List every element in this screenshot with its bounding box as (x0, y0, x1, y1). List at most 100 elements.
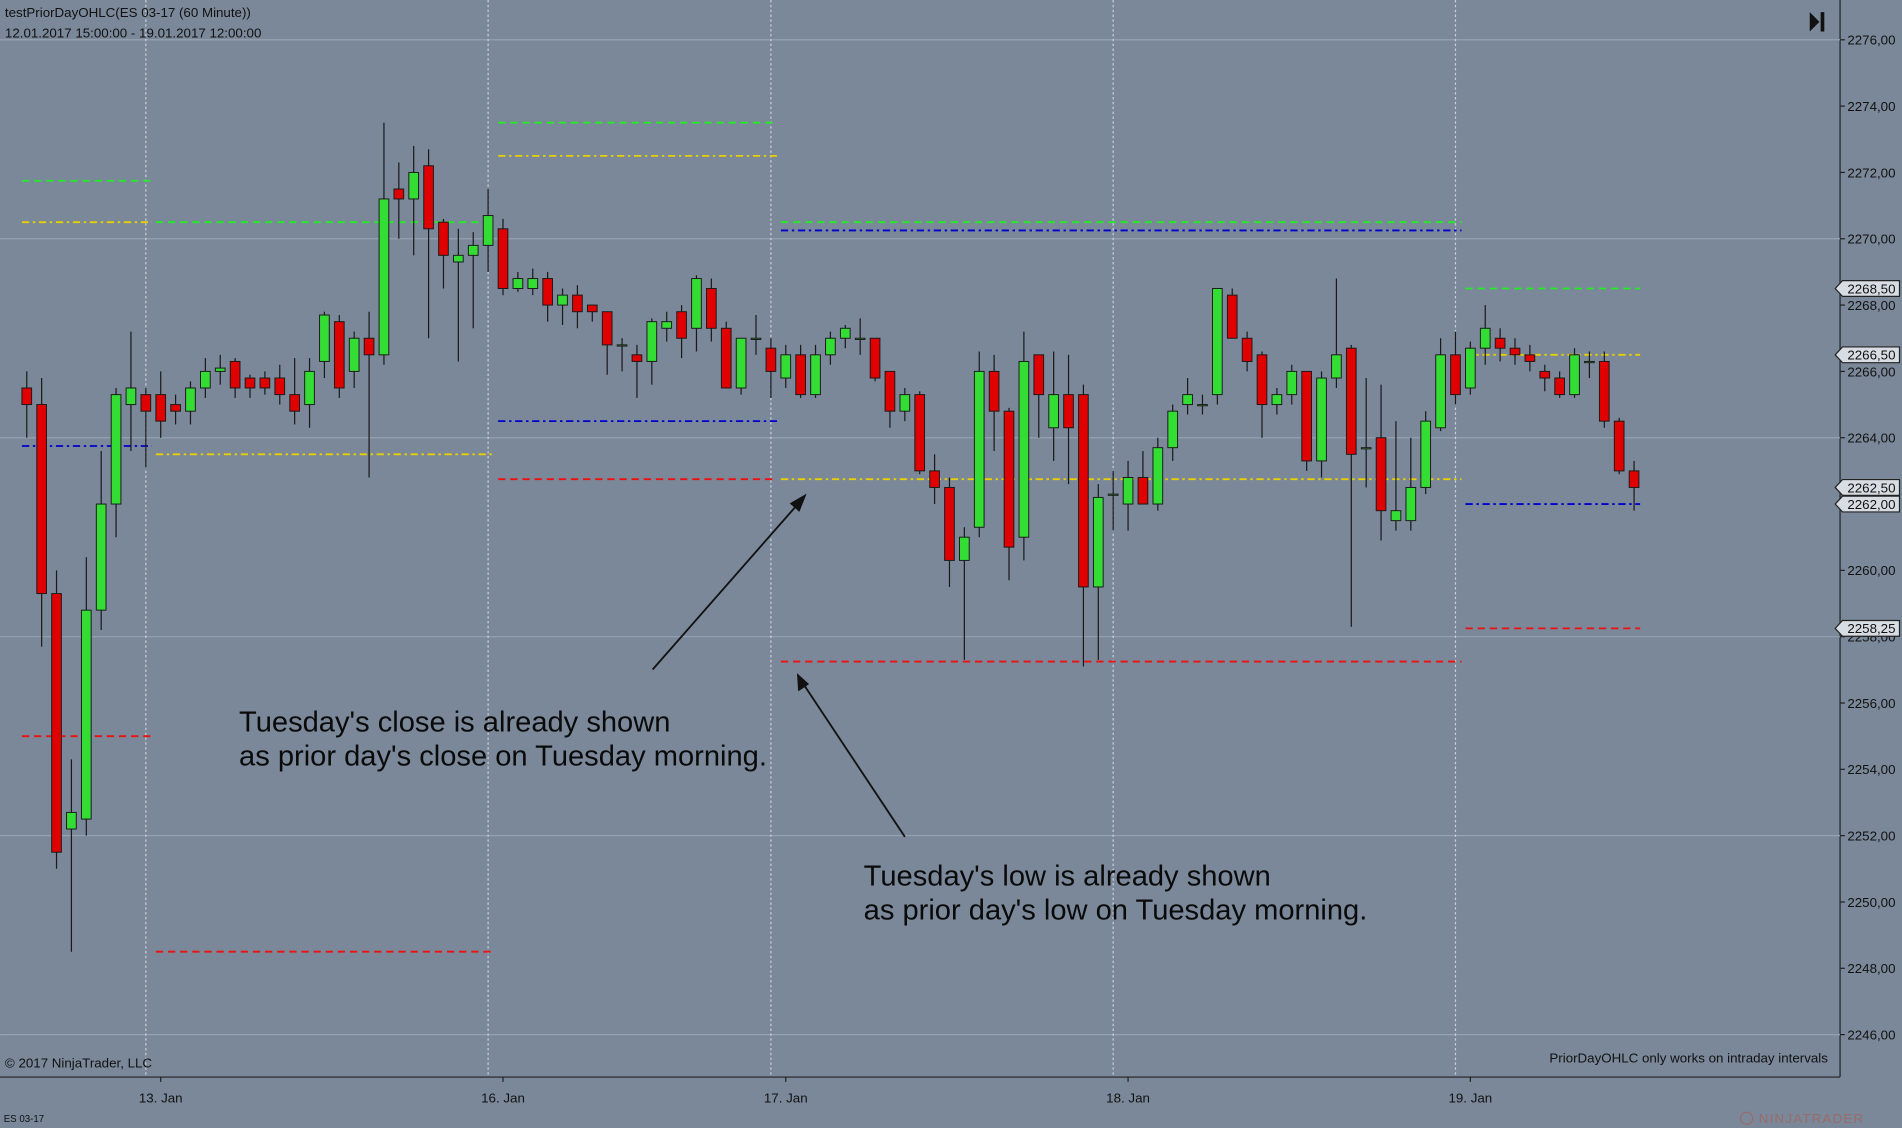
candle-body (1271, 394, 1283, 406)
logo: NINJATRADER (1759, 1111, 1865, 1126)
candle-body (765, 347, 777, 372)
candle-body (1524, 354, 1536, 362)
candle-body (1479, 327, 1491, 349)
candle-body (274, 377, 286, 396)
candle-body (899, 394, 911, 412)
candle-body (1256, 354, 1268, 406)
candle-body (616, 344, 628, 347)
x-tick-label: 18. Jan (1106, 1091, 1150, 1106)
candle-body (438, 221, 449, 256)
candle-body (601, 311, 613, 346)
candle-body (497, 228, 509, 289)
candle-body (1360, 447, 1372, 450)
candle-body (1092, 496, 1104, 588)
scroll-end-arrow[interactable] (1809, 12, 1820, 32)
candle-body (304, 370, 315, 406)
y-tick-label: 2254,00 (1847, 762, 1895, 777)
candle-body (1137, 477, 1149, 505)
candle-body (1003, 410, 1015, 548)
candle-body (780, 354, 792, 379)
candle-body (378, 198, 390, 356)
annotation: as prior day's close on Tuesday morning. (239, 740, 767, 772)
candle-body (944, 486, 955, 561)
candle-body (482, 215, 494, 246)
candle-body (244, 377, 256, 389)
candle-body (363, 337, 375, 356)
candle-body (1301, 370, 1312, 462)
candle-body (542, 278, 553, 306)
candle-body (1122, 477, 1134, 505)
candle-body (1375, 437, 1387, 512)
candle-body (1569, 354, 1580, 396)
candle-body (1286, 370, 1298, 396)
y-tick-label: 2250,00 (1847, 895, 1895, 910)
candle-body (706, 288, 717, 329)
y-tick-label: 2276,00 (1847, 33, 1895, 48)
candle-body (527, 278, 539, 289)
y-tick-label: 2256,00 (1847, 696, 1895, 711)
candle-body (348, 337, 360, 372)
candle-body (1598, 360, 1610, 422)
candle-body (453, 254, 464, 263)
candle-body (810, 354, 821, 396)
candle-body (1509, 347, 1521, 356)
candle-body (959, 536, 970, 561)
candle-body (1316, 377, 1327, 462)
candle-body (557, 294, 568, 306)
candle-body (110, 394, 122, 505)
candle-body (95, 503, 107, 611)
candle-body (1613, 420, 1625, 472)
candle-body (1420, 420, 1432, 488)
candle-body (66, 811, 77, 830)
candle-body (125, 387, 137, 406)
candle-body (988, 370, 1000, 412)
x-tick-label: 16. Jan (481, 1091, 525, 1106)
candle-body (750, 337, 762, 340)
candle-body (572, 294, 583, 313)
arrow (801, 681, 906, 838)
y-tick-label: 2252,00 (1847, 829, 1895, 844)
arrow-head (789, 493, 807, 512)
scroll-end-bar[interactable] (1820, 12, 1825, 32)
candle-body (1554, 377, 1565, 396)
candle-body (884, 370, 896, 412)
candle-body (691, 278, 702, 329)
candle-body (1018, 360, 1030, 538)
candle-body (36, 404, 47, 595)
candle-body (1584, 360, 1595, 364)
logo-icon (1739, 1111, 1754, 1125)
candle-body (51, 593, 62, 853)
candle-body (214, 367, 226, 372)
candle-body (1628, 470, 1640, 488)
candle-body (839, 327, 851, 339)
candle-body (1435, 354, 1446, 429)
y-tick-label: 2246,00 (1847, 1027, 1895, 1042)
annotation: Tuesday's close is already shown (239, 706, 670, 738)
candle-body (1063, 394, 1074, 429)
x-tick-label: 13. Jan (139, 1091, 183, 1106)
y-tick-label: 2268,00 (1847, 298, 1895, 313)
chart-subtitle: 12.01.2017 15:00:00 - 19.01.2017 12:00:0… (5, 26, 261, 41)
y-tick-label: 2260,00 (1847, 563, 1895, 578)
candle-body (408, 171, 420, 200)
candle-body (795, 354, 806, 396)
price-marker (1834, 478, 1901, 496)
candle-body (1494, 337, 1506, 349)
y-tick-label: 2264,00 (1847, 431, 1895, 446)
candle-body (1226, 294, 1238, 339)
scroll-end-button[interactable] (1809, 12, 1825, 32)
arrow (651, 500, 802, 671)
candle-body (140, 394, 152, 412)
x-tick-label: 19. Jan (1448, 1091, 1492, 1106)
candle-body (1345, 347, 1357, 455)
price-marker-label: 2268,50 (1847, 281, 1895, 296)
candle-body (676, 311, 687, 339)
chart-title: testPriorDayOHLC(ES 03-17 (60 Minute)) (5, 5, 251, 20)
candle-body (646, 321, 658, 362)
candle-body (1212, 288, 1223, 396)
candle-body (1182, 394, 1193, 406)
annotation: Tuesday's low is already shown (864, 860, 1271, 892)
